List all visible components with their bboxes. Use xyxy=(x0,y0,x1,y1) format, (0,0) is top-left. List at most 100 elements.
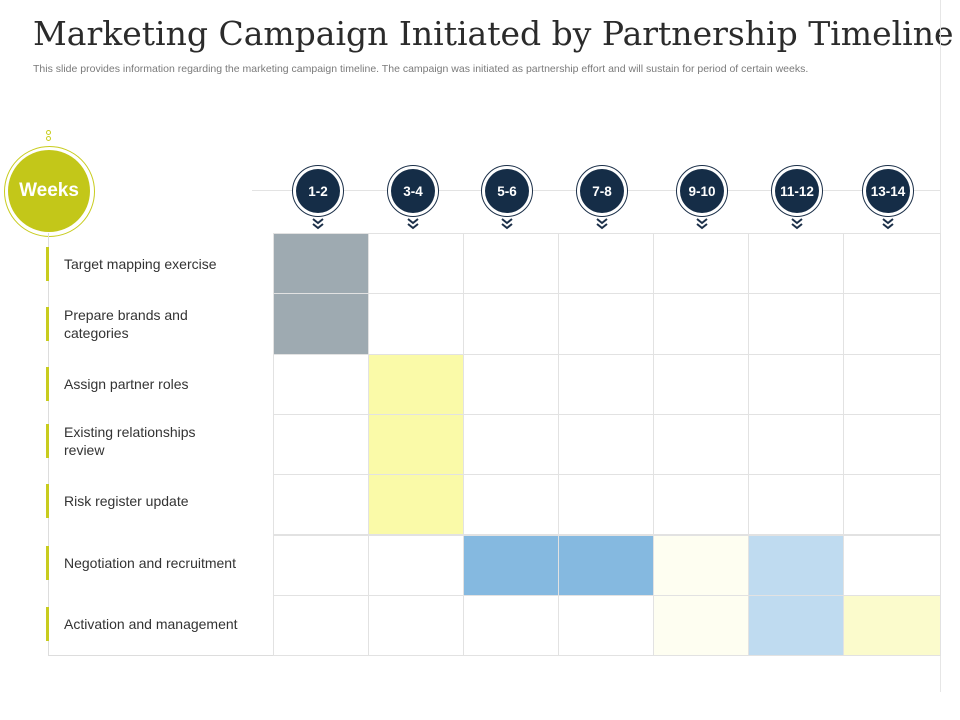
timeline-bar xyxy=(368,353,464,415)
timeline-cell xyxy=(558,353,654,415)
task-row: Risk register update xyxy=(46,471,274,531)
timeline-cell xyxy=(463,594,559,657)
week-header: 7-8 xyxy=(576,165,630,230)
week-header: 11-12 xyxy=(771,165,825,230)
timeline-cell xyxy=(653,293,749,355)
weeks-badge-ring xyxy=(4,146,95,237)
task-accent-bar xyxy=(46,247,49,281)
timeline-cell xyxy=(653,353,749,415)
double-chevron-down-icon xyxy=(501,218,513,230)
timeline-cell xyxy=(748,413,844,476)
timeline-bar xyxy=(368,413,464,476)
timeline-cell xyxy=(368,293,464,355)
timeline-cell xyxy=(843,293,941,355)
timeline-cell xyxy=(748,233,844,295)
task-accent-bar xyxy=(46,546,49,580)
week-header: 9-10 xyxy=(676,165,730,230)
week-label: 5-6 xyxy=(497,183,517,199)
task-accent-bar xyxy=(46,607,49,641)
task-accent-bar xyxy=(46,307,49,341)
task-label: Negotiation and recruitment xyxy=(64,555,236,571)
week-label: 1-2 xyxy=(308,183,328,199)
week-header: 13-14 xyxy=(862,165,916,230)
week-badge: 9-10 xyxy=(680,169,724,213)
timeline-cell xyxy=(463,474,559,536)
timeline-cell xyxy=(653,413,749,476)
timeline-cell xyxy=(463,413,559,476)
timeline-bar xyxy=(748,534,844,596)
timeline-cell xyxy=(748,293,844,355)
timeline-cell xyxy=(273,413,369,476)
timeline-bar xyxy=(368,474,464,536)
timeline-cell xyxy=(273,594,369,657)
double-chevron-down-icon xyxy=(596,218,608,230)
timeline-cell xyxy=(273,353,369,415)
week-label: 7-8 xyxy=(592,183,612,199)
page-title: Marketing Campaign Initiated by Partners… xyxy=(33,14,954,53)
double-chevron-down-icon xyxy=(791,218,803,230)
task-label: Activation and management xyxy=(64,616,238,632)
task-label: Risk register update xyxy=(64,493,189,509)
task-row: Activation and management xyxy=(46,594,274,654)
task-accent-bar xyxy=(46,484,49,518)
weeks-badge: Weeks xyxy=(8,150,90,232)
timeline-cell xyxy=(653,233,749,295)
task-label: Assign partner roles xyxy=(64,376,189,392)
timeline-cell xyxy=(558,594,654,657)
timeline-cell xyxy=(843,534,941,596)
timeline-cell xyxy=(558,413,654,476)
timeline-bar xyxy=(748,594,844,657)
timeline-cell xyxy=(368,534,464,596)
timeline-cell xyxy=(843,233,941,295)
timeline-cell xyxy=(843,353,941,415)
timeline-cell xyxy=(368,233,464,295)
task-label: Existing relationships review xyxy=(64,424,196,458)
timeline-cell xyxy=(273,534,369,596)
task-row: Existing relationships review xyxy=(46,411,274,471)
week-badge: 13-14 xyxy=(866,169,910,213)
week-badge: 11-12 xyxy=(775,169,819,213)
week-label: 13-14 xyxy=(870,183,906,199)
week-header: 1-2 xyxy=(292,165,346,230)
week-header: 3-4 xyxy=(387,165,441,230)
page-subtitle: This slide provides information regardin… xyxy=(33,63,809,75)
timeline-cell xyxy=(463,233,559,295)
timeline-cell xyxy=(843,474,941,536)
task-accent-bar xyxy=(46,367,49,401)
timeline-cell xyxy=(558,293,654,355)
task-row: Assign partner roles xyxy=(46,354,274,414)
timeline-cell xyxy=(748,353,844,415)
timeline-cell xyxy=(558,233,654,295)
timeline-bar xyxy=(558,534,654,596)
week-badge: 3-4 xyxy=(391,169,435,213)
task-row: Target mapping exercise xyxy=(46,234,274,294)
week-label: 3-4 xyxy=(403,183,423,199)
timeline-cell xyxy=(653,474,749,536)
double-chevron-down-icon xyxy=(696,218,708,230)
timeline-cell xyxy=(748,474,844,536)
timeline-cell xyxy=(463,293,559,355)
week-label: 9-10 xyxy=(688,183,716,199)
double-chevron-down-icon xyxy=(882,218,894,230)
double-chevron-down-icon xyxy=(312,218,324,230)
weeks-badge-label: Weeks xyxy=(19,180,79,201)
timeline-bar xyxy=(273,293,369,355)
task-accent-bar xyxy=(46,424,49,458)
timeline-bar xyxy=(463,534,559,596)
timeline-cell xyxy=(843,413,941,476)
task-label: Prepare brands and categories xyxy=(64,307,188,341)
timeline-bar xyxy=(653,534,749,596)
task-row: Prepare brands and categories xyxy=(46,294,274,354)
timeline-bar xyxy=(653,594,749,657)
decorative-dots-icon xyxy=(46,130,51,142)
timeline-cell xyxy=(368,594,464,657)
week-badge: 7-8 xyxy=(580,169,624,213)
timeline-bar xyxy=(843,594,941,657)
double-chevron-down-icon xyxy=(407,218,419,230)
week-badge: 5-6 xyxy=(485,169,529,213)
week-label: 11-12 xyxy=(780,183,814,199)
week-header: 5-6 xyxy=(481,165,535,230)
timeline-cell xyxy=(463,353,559,415)
task-row: Negotiation and recruitment xyxy=(46,533,274,593)
week-badge: 1-2 xyxy=(296,169,340,213)
